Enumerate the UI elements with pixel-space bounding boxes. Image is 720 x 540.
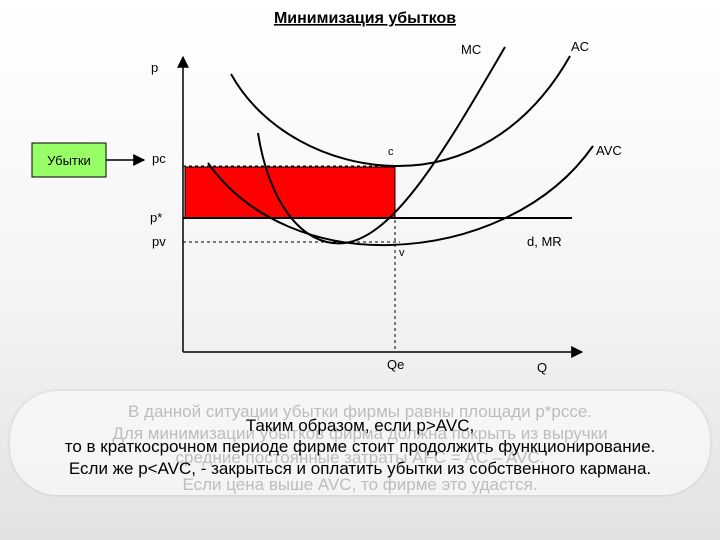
losses-box-label: Убытки xyxy=(47,153,91,168)
p-star-label: p* xyxy=(150,210,162,225)
avc-curve xyxy=(207,145,594,247)
diagram-title: Минимизация убытков xyxy=(274,10,456,27)
pc-label: pc xyxy=(152,151,166,166)
ghost-text-line-2: Для минимизации убытков фирма должна пок… xyxy=(112,424,608,443)
ghost-text-line-1: В данной ситуации убытки фирмы равны пло… xyxy=(127,402,593,421)
ghost-text-line-4: Если цена выше AVC, то фирме это удастся… xyxy=(182,475,538,494)
ghost-text-line-3: средние постоянные затраты AFC = AC – AV… xyxy=(175,448,545,467)
v-point-label: v xyxy=(399,247,405,259)
avc-label: AVC xyxy=(596,143,622,158)
ac-curve xyxy=(230,55,571,168)
explanation-callout xyxy=(10,391,710,495)
c-point-label: c xyxy=(388,146,394,158)
q-axis-label: Q xyxy=(537,360,547,375)
ac-label: AC xyxy=(571,39,589,54)
pv-label: pv xyxy=(152,234,166,249)
conclusion-line-3: Если же p<AVC, - закрыться и оплатить уб… xyxy=(68,459,652,478)
p-axis-label: p xyxy=(151,60,158,75)
qe-label: Qe xyxy=(387,357,404,372)
conclusion-line-2: то в краткосрочном периоде фирме стоит п… xyxy=(64,437,656,456)
mc-curve xyxy=(257,46,506,245)
mc-label: MC xyxy=(461,42,481,57)
dmr-label: d, MR xyxy=(527,234,562,249)
conclusion-line-1: Таким образом, если p>AVC, xyxy=(245,416,475,435)
